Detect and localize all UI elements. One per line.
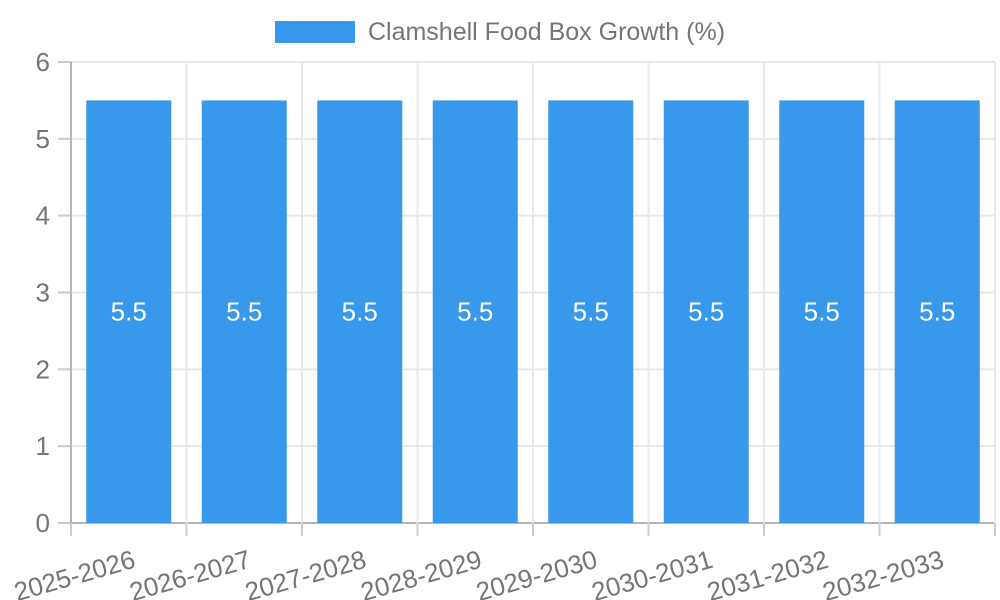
bar [86, 100, 172, 524]
bar-value-label: 5.5 [688, 297, 724, 327]
bar-value-label: 5.5 [804, 297, 840, 327]
bar-value-label: 5.5 [342, 297, 378, 327]
y-axis-tick-label: 6 [36, 47, 50, 77]
x-axis-tick-label: 2028-2029 [357, 544, 485, 600]
legend[interactable]: Clamshell Food Box Growth (%) [0, 18, 1000, 46]
y-axis-tick-label: 1 [36, 431, 50, 461]
bar [201, 100, 287, 524]
y-axis-tick-label: 2 [36, 354, 50, 384]
bar [432, 100, 518, 524]
y-axis-tick-label: 3 [36, 278, 50, 308]
x-axis-tick-label: 2032-2033 [819, 544, 947, 600]
legend-label: Clamshell Food Box Growth (%) [367, 18, 726, 46]
bar [894, 100, 980, 524]
x-axis-tick-label: 2030-2031 [588, 544, 716, 600]
x-axis-tick-label: 2029-2030 [473, 544, 601, 600]
y-axis-tick-label: 4 [36, 201, 50, 231]
bar-value-label: 5.5 [919, 297, 955, 327]
legend-swatch [274, 21, 355, 43]
bar [317, 100, 403, 524]
x-axis-tick-label: 2027-2028 [242, 544, 370, 600]
x-axis-tick-label: 2031-2032 [704, 544, 832, 600]
y-axis-tick-label: 5 [36, 124, 50, 154]
bar [779, 100, 865, 524]
bar-value-label: 5.5 [573, 297, 609, 327]
bar [663, 100, 749, 524]
bar-value-label: 5.5 [111, 297, 147, 327]
bar-value-label: 5.5 [226, 297, 262, 327]
x-axis-tick-label: 2026-2027 [126, 544, 254, 600]
bar [548, 100, 634, 524]
bar-value-label: 5.5 [457, 297, 493, 327]
y-axis-tick-label: 0 [36, 508, 50, 538]
x-axis-tick-label: 2025-2026 [11, 544, 139, 600]
